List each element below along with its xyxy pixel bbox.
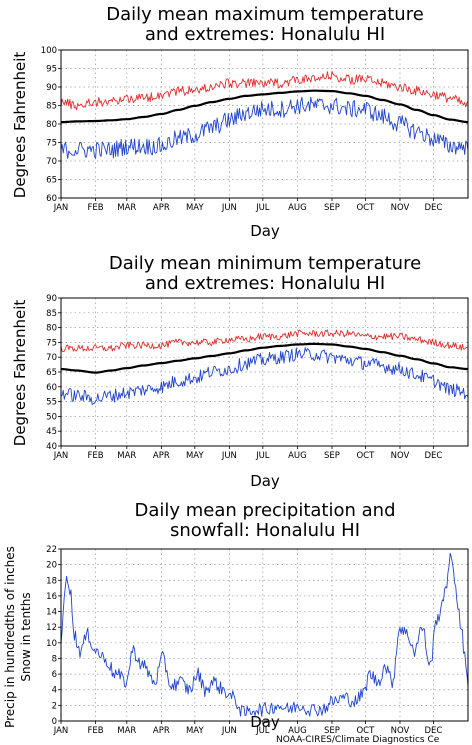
x-tick-label: JAN (53, 203, 69, 213)
x-tick-label: JUL (255, 203, 270, 213)
x-axis-label: Day (250, 713, 280, 731)
x-tick-label: FEB (88, 726, 104, 736)
y-tick-label: 10 (46, 639, 57, 649)
chart-title-line: Daily mean maximum temperature (106, 4, 424, 25)
y-tick-label: 50 (46, 412, 57, 422)
x-tick-label: MAY (186, 203, 204, 213)
x-tick-label: AUG (288, 203, 307, 213)
x-tick-label: SEP (324, 726, 340, 736)
y-tick-label: 4 (52, 686, 57, 696)
y-tick-label: 75 (46, 139, 57, 149)
series-line-record-high (60, 70, 469, 111)
x-tick-label: JUN (221, 451, 237, 461)
y-tick-label: 22 (46, 545, 57, 555)
chart-title-line: and extremes: Honalulu HI (145, 24, 385, 45)
y-tick-label: 20 (46, 561, 57, 571)
x-tick-label: OCT (356, 451, 375, 461)
y-axis-label: Snow in tenths (19, 592, 33, 681)
x-tick-label: MAR (117, 203, 136, 213)
x-tick-label: JAN (53, 451, 69, 461)
x-tick-label: NOV (391, 451, 410, 461)
y-tick-label: 40 (46, 442, 57, 452)
y-tick-label: 70 (46, 157, 57, 167)
y-tick-label: 90 (46, 294, 57, 304)
y-tick-label: 16 (46, 592, 57, 602)
plot-frame (60, 548, 469, 722)
x-tick-label: AUG (288, 726, 307, 736)
y-tick-label: 65 (46, 368, 57, 378)
x-tick-label: SEP (324, 451, 340, 461)
y-tick-label: 90 (46, 83, 57, 93)
x-tick-label: NOV (391, 726, 410, 736)
x-tick-label: APR (153, 451, 170, 461)
series-line-precipitation (60, 552, 469, 717)
x-tick-label: DEC (425, 726, 443, 736)
y-axis-label: Degrees Fahrenheit (11, 300, 29, 447)
x-tick-label: DEC (425, 451, 443, 461)
y-tick-label: 12 (46, 623, 57, 633)
x-tick-label: APR (153, 726, 170, 736)
y-tick-label: 6 (52, 670, 57, 680)
plot-area (61, 549, 468, 721)
chart-title-line: snowfall: Honalulu HI (170, 520, 360, 541)
y-tick-label: 100 (41, 46, 57, 56)
x-tick-label: FEB (88, 451, 104, 461)
x-tick-label: MAR (117, 451, 136, 461)
x-tick-label: JUL (255, 726, 270, 736)
x-tick-label: FEB (88, 203, 104, 213)
x-tick-label: DEC (425, 203, 443, 213)
x-tick-label: JUN (221, 726, 237, 736)
y-axis-label: Precip in hundredths of inches (3, 546, 17, 728)
x-tick-label: MAR (117, 726, 136, 736)
y-tick-label: 85 (46, 309, 57, 319)
y-tick-label: 80 (46, 120, 57, 130)
x-tick-label: JAN (53, 726, 69, 736)
x-tick-label: SEP (324, 203, 340, 213)
y-tick-label: 75 (46, 338, 57, 348)
x-tick-label: JUL (255, 451, 270, 461)
series-line-record-high (60, 329, 469, 353)
series-line-mean (60, 89, 469, 124)
chart-title-line: Daily mean minimum temperature (109, 253, 421, 274)
y-tick-label: 95 (46, 65, 57, 75)
y-tick-label: 80 (46, 324, 57, 334)
y-tick-label: 70 (46, 353, 57, 363)
y-tick-label: 85 (46, 102, 57, 112)
x-axis-label: Day (250, 222, 280, 240)
x-tick-label: MAY (186, 726, 204, 736)
y-tick-label: 60 (46, 194, 57, 204)
x-tick-label: MAY (186, 451, 204, 461)
y-tick-label: 8 (52, 654, 57, 664)
x-tick-label: AUG (288, 451, 307, 461)
x-tick-label: JUN (221, 203, 237, 213)
y-tick-label: 60 (46, 383, 57, 393)
series-line-mean (60, 342, 468, 374)
y-tick-label: 0 (52, 717, 57, 727)
x-tick-label: NOV (391, 203, 410, 213)
x-tick-label: APR (153, 203, 170, 213)
y-tick-label: 18 (46, 576, 57, 586)
series-line-record-low (60, 96, 469, 159)
x-tick-label: OCT (356, 203, 375, 213)
y-tick-label: 14 (46, 608, 57, 618)
y-tick-label: 65 (46, 176, 57, 186)
x-axis-label: Day (250, 472, 280, 490)
x-tick-label: OCT (356, 726, 375, 736)
chart-title-line: Daily mean precipitation and (134, 500, 395, 521)
chart-title-line: and extremes: Honalulu HI (145, 273, 385, 294)
y-tick-label: 2 (52, 701, 57, 711)
y-tick-label: 45 (46, 427, 57, 437)
y-axis-label: Degrees Fahrenheit (11, 52, 29, 199)
y-tick-label: 55 (46, 398, 57, 408)
credit-text: NOAA-CIRES/Climate Diagnostics Ce (276, 735, 440, 745)
series-line-record-low (60, 347, 469, 405)
